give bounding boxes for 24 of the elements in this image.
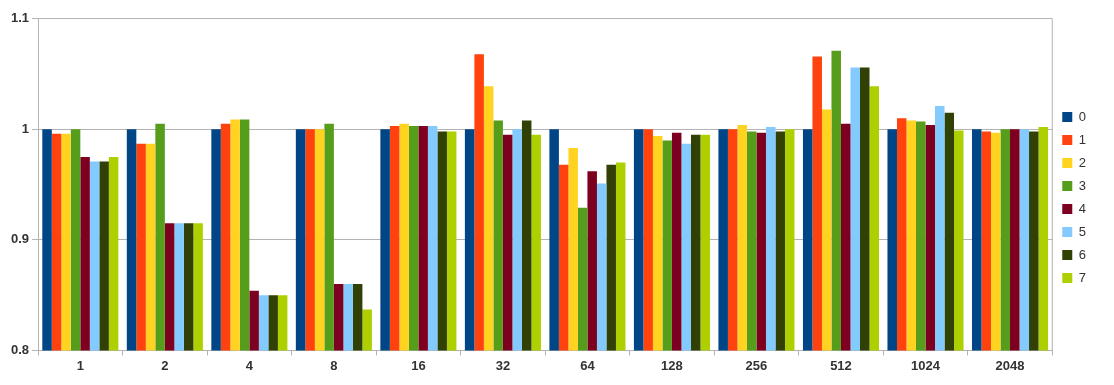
x-tick-label: 512: [830, 357, 852, 373]
x-tick-label: 4: [245, 357, 254, 373]
x-tick-label: 2048: [995, 357, 1025, 373]
x-tick-label: 16: [411, 357, 426, 373]
legend-label: 5: [1078, 223, 1086, 239]
legend-label: 2: [1078, 154, 1086, 170]
legend-label: 3: [1078, 177, 1086, 193]
legend-label: 6: [1078, 246, 1086, 262]
legend-label: 0: [1078, 108, 1086, 124]
y-tick-label: 0.8: [10, 341, 30, 357]
y-tick-label: 1: [21, 120, 30, 136]
x-tick-label: 1: [76, 357, 84, 373]
y-tick-label: 1.1: [10, 10, 30, 26]
x-tick-label: 64: [580, 357, 596, 373]
x-tick-label: 1024: [911, 357, 941, 373]
legend-label: 4: [1078, 200, 1086, 216]
legend-label: 1: [1078, 131, 1086, 147]
legend-label: 7: [1078, 269, 1086, 285]
x-tick-label: 32: [495, 357, 511, 373]
x-tick-label: 8: [330, 357, 338, 373]
x-tick-label: 2: [161, 357, 169, 373]
y-tick-label: 0.9: [10, 231, 30, 247]
x-tick-label: 256: [745, 357, 768, 373]
x-tick-label: 128: [661, 357, 683, 373]
